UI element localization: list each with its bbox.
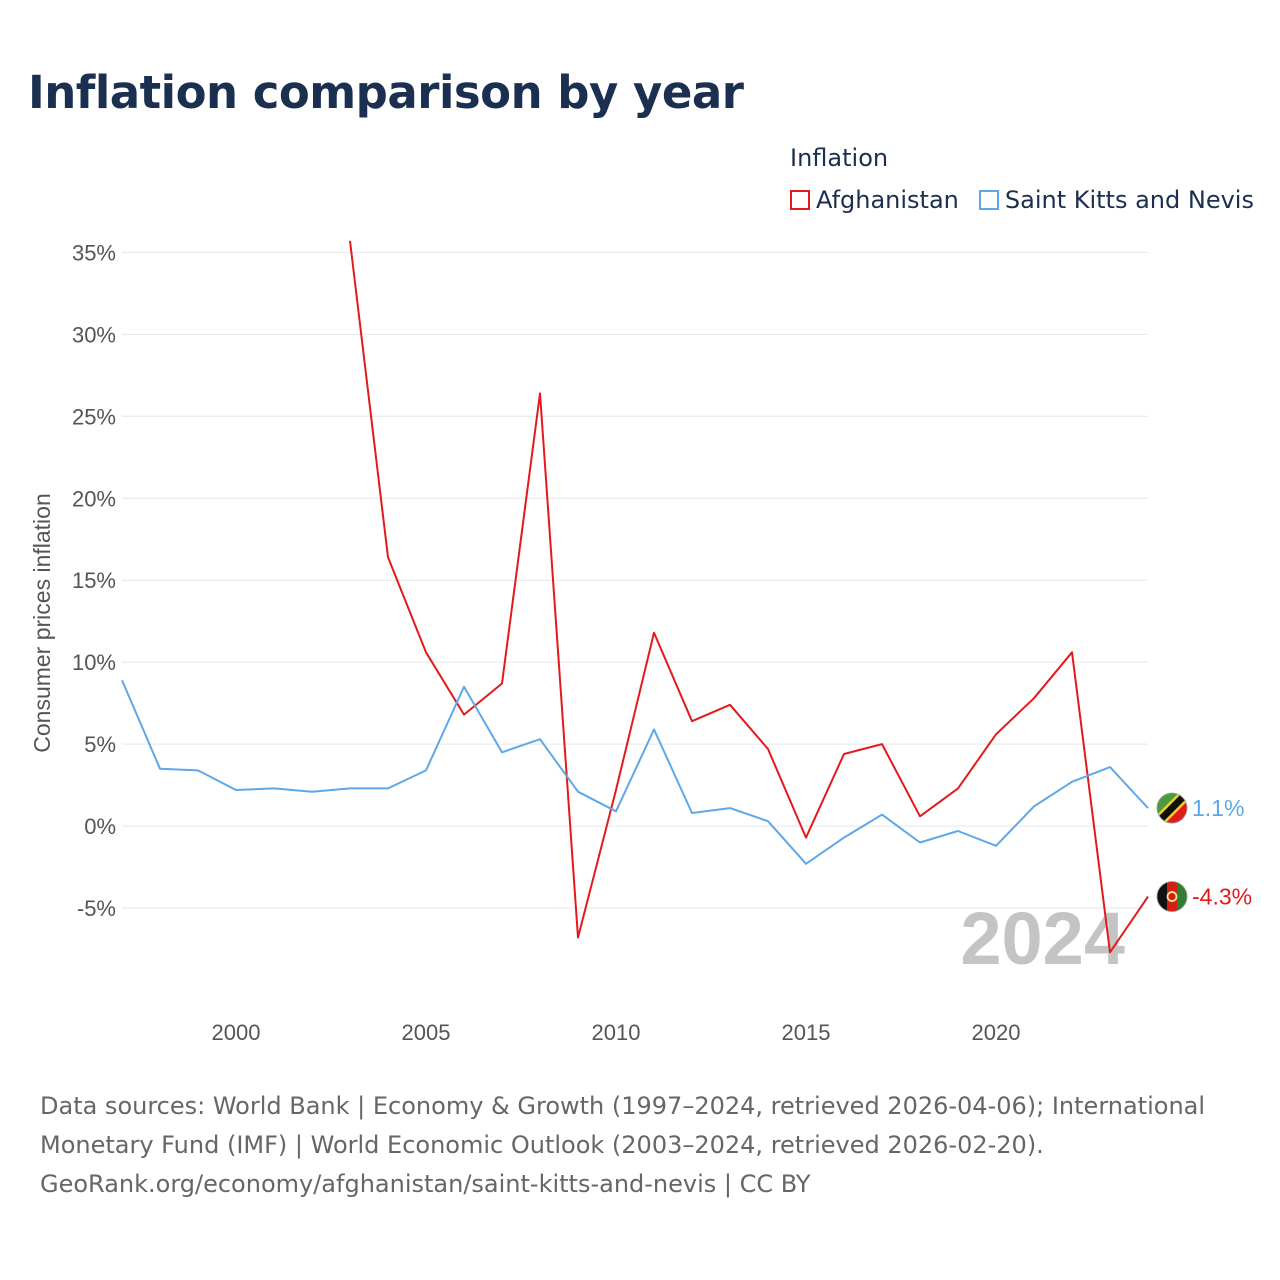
flag-black xyxy=(1157,881,1167,912)
y-tick-label: 15% xyxy=(72,568,116,593)
year-watermark: 2024 xyxy=(960,897,1125,980)
series-line-afghanistan xyxy=(349,240,1149,954)
footer-line-1: Data sources: World Bank | Economy & Gro… xyxy=(40,1092,1206,1120)
legend-item-saint-kitts-and-nevis[interactable]: Saint Kitts and Nevis xyxy=(978,186,1254,214)
legend: Afghanistan Saint Kitts and Nevis xyxy=(790,186,1274,214)
end-value-label-afghanistan: -4.3% xyxy=(1192,884,1252,910)
flag-red xyxy=(1167,881,1177,912)
series-line-saint-kitts-and-nevis xyxy=(121,679,1149,865)
y-tick-label: 30% xyxy=(72,322,116,347)
flag-outline xyxy=(1156,881,1188,912)
legend-swatch-afghanistan xyxy=(790,190,810,210)
y-tick-label: 20% xyxy=(72,486,116,511)
x-tick-label: 2020 xyxy=(972,1020,1021,1045)
x-tick-label: 2000 xyxy=(212,1020,261,1045)
y-tick-label: 5% xyxy=(84,732,116,757)
y-tick-label: -5% xyxy=(77,896,116,921)
flag-emblem xyxy=(1166,891,1178,902)
flag-outline xyxy=(1156,792,1188,824)
legend-label-saint-kitts-and-nevis: Saint Kitts and Nevis xyxy=(1004,186,1254,214)
x-tick-label: 2005 xyxy=(402,1020,451,1045)
y-axis-label: Consumer prices inflation xyxy=(29,493,55,753)
page-title: Inflation comparison by year xyxy=(28,66,744,119)
saint-kitts-and-nevis-flag xyxy=(1156,792,1188,824)
y-tick-label: 35% xyxy=(72,240,116,265)
footer-line-3: GeoRank.org/economy/afghanistan/saint-ki… xyxy=(40,1170,811,1198)
flag-body xyxy=(1157,793,1187,824)
legend-title: Inflation xyxy=(790,144,889,172)
flag-body xyxy=(1157,881,1187,912)
legend-item-afghanistan[interactable]: Afghanistan xyxy=(790,186,959,214)
afghanistan-flag xyxy=(1156,881,1188,912)
y-tick-label: 25% xyxy=(72,404,116,429)
x-tick-label: 2015 xyxy=(782,1020,831,1045)
flag-green xyxy=(1177,881,1187,912)
x-tick-label: 2010 xyxy=(592,1020,641,1045)
data-sources-footer: Data sources: World Bank | Economy & Gro… xyxy=(40,1087,1240,1204)
footer-line-2: Monetary Fund (IMF) | World Economic Out… xyxy=(40,1131,1044,1159)
y-tick-label: 0% xyxy=(84,814,116,839)
legend-swatch-saint-kitts-and-nevis xyxy=(978,190,999,210)
end-value-label-saint-kitts-and-nevis: 1.1% xyxy=(1192,795,1244,821)
legend-label-afghanistan: Afghanistan xyxy=(816,186,959,214)
y-tick-label: 10% xyxy=(72,650,116,675)
